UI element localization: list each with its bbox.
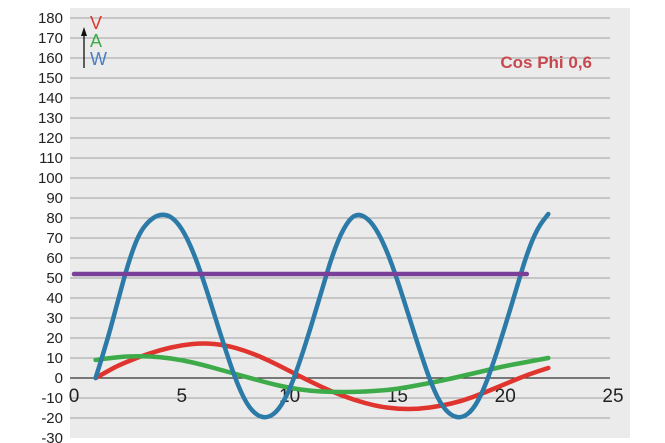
y-tick-label: 10: [46, 350, 63, 367]
red-line: [93, 341, 551, 412]
y-tick-label: 140: [38, 90, 63, 107]
y-tick-label: 170: [38, 30, 63, 47]
y-tick-label: -10: [41, 390, 63, 407]
y-tick-label: 150: [38, 70, 63, 87]
y-tick-label: 120: [38, 130, 63, 147]
y-tick-label: 130: [38, 110, 63, 127]
series-lines: [71, 211, 551, 420]
y-tick-label: 50: [46, 270, 63, 287]
x-tick-label: 0: [69, 386, 80, 407]
unit-label-a: A: [90, 31, 102, 51]
y-tick-label: 180: [38, 10, 63, 27]
y-tick-label: 100: [38, 170, 63, 187]
y-tick-label: 160: [38, 50, 63, 67]
unit-label-w: W: [90, 49, 107, 69]
cos-phi-annotation: Cos Phi 0,6: [500, 53, 592, 72]
x-tick-label: 25: [602, 386, 623, 407]
unit-labels: VAW: [90, 13, 107, 69]
unit-label-v: V: [90, 13, 102, 33]
y-tick-label: 70: [46, 230, 63, 247]
y-tick-label: 80: [46, 210, 63, 227]
y-tick-label: 60: [46, 250, 63, 267]
y-tick-labels: 1801701601501401301201101009080706050403…: [38, 10, 63, 443]
y-tick-label: 40: [46, 290, 63, 307]
blue-line: [93, 211, 551, 420]
x-tick-label: 5: [177, 386, 188, 407]
y-tick-label: 30: [46, 310, 63, 327]
y-tick-label: 90: [46, 190, 63, 207]
y-tick-label: 20: [46, 330, 63, 347]
green-line: [93, 354, 551, 395]
x-tick-label: 20: [495, 386, 516, 407]
x-tick-labels: 0 5 10 15 20 25: [69, 386, 624, 407]
y-tick-label: 110: [39, 150, 63, 167]
y-tick-label: -20: [41, 410, 63, 427]
y-axis-arrow-head: [81, 27, 87, 36]
y-tick-label: -30: [41, 430, 63, 443]
y-tick-label: 0: [55, 370, 63, 387]
